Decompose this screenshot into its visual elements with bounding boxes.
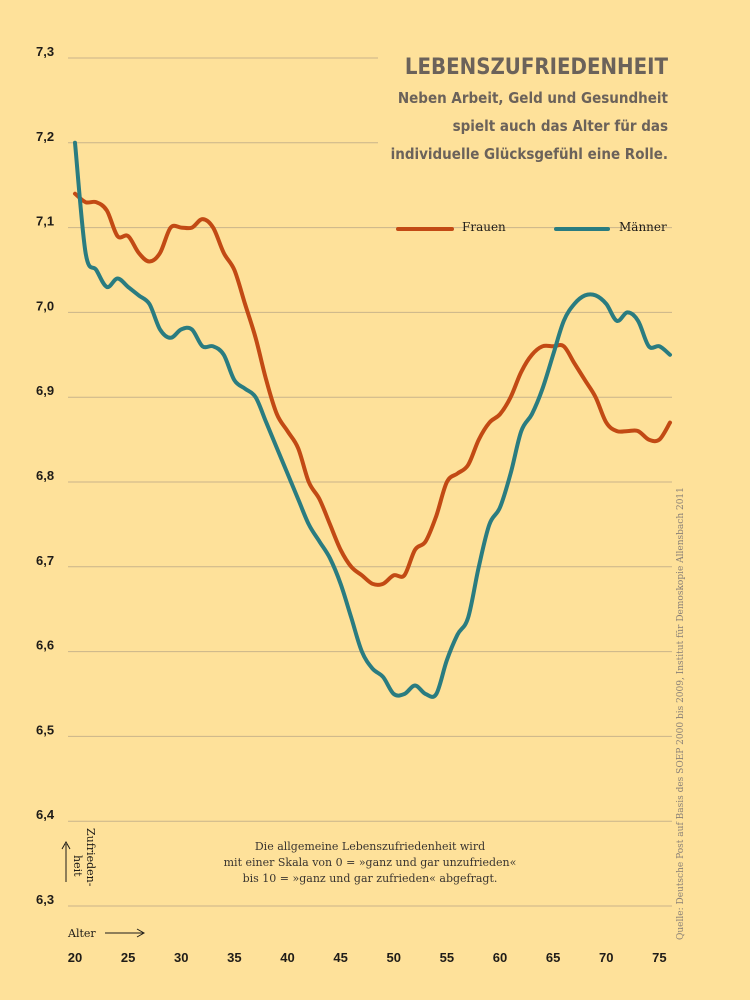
y-tick-label: 6,3: [36, 892, 54, 907]
x-tick-label: 75: [652, 950, 666, 965]
x-tick-label: 70: [599, 950, 613, 965]
x-axis-arrow-head: [136, 928, 146, 938]
y-axis-arrow-head: [61, 840, 71, 850]
x-tick-label: 45: [333, 950, 347, 965]
y-tick-label: 6,6: [36, 638, 54, 653]
y-tick-label: 7,1: [36, 214, 54, 229]
y-axis-label-part-2: heit: [71, 855, 84, 877]
series-lines: [73, 140, 672, 699]
x-tick-label: 35: [227, 950, 241, 965]
legend-label-maenner: Männer: [619, 220, 667, 234]
grid-lines: [68, 57, 672, 907]
source-note: Quelle: Deutsche Post auf Basis des SOEP…: [676, 487, 686, 940]
series-line-frauen: [73, 191, 672, 587]
y-tick-label: 7,2: [36, 129, 54, 144]
chart-subtitle-line-1: Neben Arbeit, Geld und Gesundheit: [398, 89, 669, 107]
x-axis-ticks: 20 25 30 35 40 45 50 55 60 65 70 75: [68, 950, 667, 965]
legend: Frauen Männer: [396, 220, 667, 234]
y-tick-label: 6,7: [36, 553, 54, 568]
x-axis-label: Alter: [67, 927, 96, 940]
x-axis-label-group: Alter: [67, 927, 146, 940]
note-line-3: bis 10 = »ganz und gar zufrieden« abgefr…: [243, 872, 498, 885]
x-tick-label: 30: [174, 950, 188, 965]
chart-subtitle-line-2: spielt auch das Alter für das: [453, 117, 668, 135]
chart-title: LEBENSZUFRIEDENHEIT: [405, 55, 669, 80]
y-tick-label: 7,3: [36, 44, 54, 59]
legend-label-frauen: Frauen: [462, 220, 506, 234]
y-axis-label-group: Zufrieden- heit: [61, 828, 97, 887]
y-tick-label: 6,8: [36, 468, 54, 483]
chart-subtitle-line-3: individuelle Glücksgefühl eine Rolle.: [391, 145, 668, 163]
note-line-1: Die allgemeine Lebenszufriedenheit wird: [255, 840, 485, 853]
y-tick-label: 7,0: [36, 298, 54, 313]
y-tick-label: 6,4: [36, 807, 55, 822]
x-tick-label: 55: [440, 950, 454, 965]
x-tick-label: 40: [280, 950, 294, 965]
x-tick-label: 25: [121, 950, 135, 965]
y-tick-label: 6,9: [36, 383, 54, 398]
y-tick-label: 6,5: [36, 722, 54, 737]
x-tick-label: 20: [68, 950, 82, 965]
x-tick-label: 50: [387, 950, 401, 965]
series-line-maenner: [73, 140, 672, 699]
y-axis-ticks: 7,3 7,2 7,1 7,0 6,9 6,8 6,7 6,6 6,5 6,4 6,3: [36, 44, 55, 907]
x-tick-label: 65: [546, 950, 560, 965]
x-tick-label: 60: [493, 950, 507, 965]
note-line-2: mit einer Skala von 0 = »ganz und gar un…: [224, 856, 517, 869]
y-axis-label-part-1: Zufrieden-: [84, 828, 97, 887]
